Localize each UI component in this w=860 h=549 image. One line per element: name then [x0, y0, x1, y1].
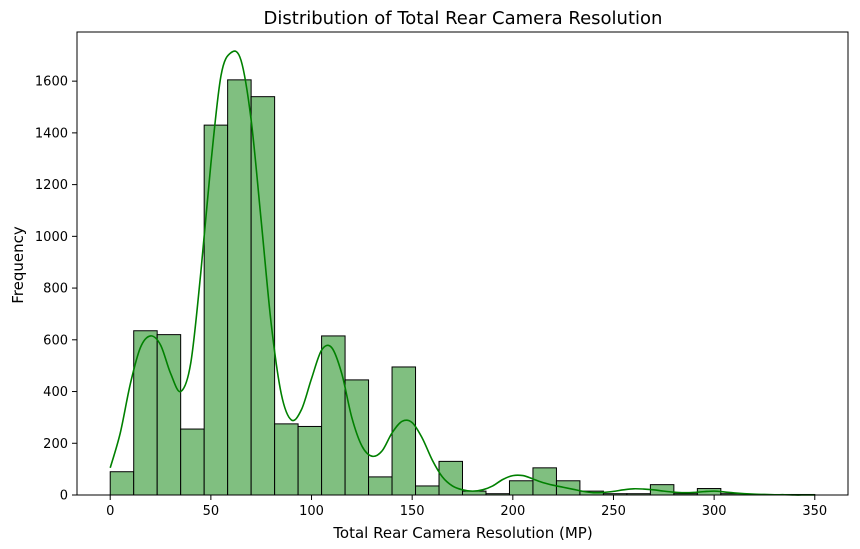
histogram-bar — [297, 425, 323, 496]
x-tick-label: 0 — [106, 504, 114, 519]
histogram-bar — [109, 471, 135, 496]
histogram-bar — [391, 366, 417, 496]
y-tick-label: 800 — [43, 282, 68, 297]
y-axis-title: Frequency — [9, 226, 27, 304]
y-tick-label: 1400 — [35, 126, 68, 141]
histogram-bar — [415, 485, 440, 496]
histogram-bar — [227, 79, 252, 496]
y-tick-label: 1200 — [35, 178, 68, 193]
histogram-bar — [532, 467, 557, 496]
plot-frame — [76, 31, 849, 496]
histogram-bar — [368, 476, 393, 496]
bars-layer — [109, 79, 816, 496]
y-ticks: 0 200 400 600 800 1000 1200 1400 1600 — [35, 75, 77, 504]
y-tick-label: 1600 — [35, 75, 68, 90]
x-tick-label: 50 — [203, 504, 220, 519]
histogram-bar — [321, 335, 346, 496]
x-axis-title: Total Rear Camera Resolution (MP) — [332, 524, 592, 542]
y-tick-label: 400 — [43, 385, 68, 400]
chart-title: Distribution of Total Rear Camera Resolu… — [264, 8, 663, 29]
x-tick-label: 250 — [601, 504, 626, 519]
x-tick-label: 350 — [802, 504, 827, 519]
histogram-bar — [180, 428, 205, 496]
histogram-bar — [344, 379, 370, 496]
histogram-bar — [156, 334, 182, 496]
x-tick-label: 100 — [299, 504, 324, 519]
y-tick-label: 600 — [43, 333, 68, 348]
x-tick-label: 300 — [702, 504, 727, 519]
x-tick-label: 150 — [400, 504, 425, 519]
x-ticks: 0 50 100 150 200 250 300 350 — [106, 495, 827, 519]
y-tick-label: 1000 — [35, 230, 68, 245]
histogram-bar — [274, 423, 299, 496]
histogram-bar — [508, 480, 534, 496]
axes-layer — [76, 31, 849, 496]
y-tick-label: 0 — [60, 489, 68, 504]
kde-layer — [109, 50, 815, 496]
histogram-bar — [203, 124, 229, 496]
kde-line — [109, 50, 815, 496]
x-tick-label: 200 — [500, 504, 525, 519]
y-tick-label: 200 — [43, 437, 68, 452]
